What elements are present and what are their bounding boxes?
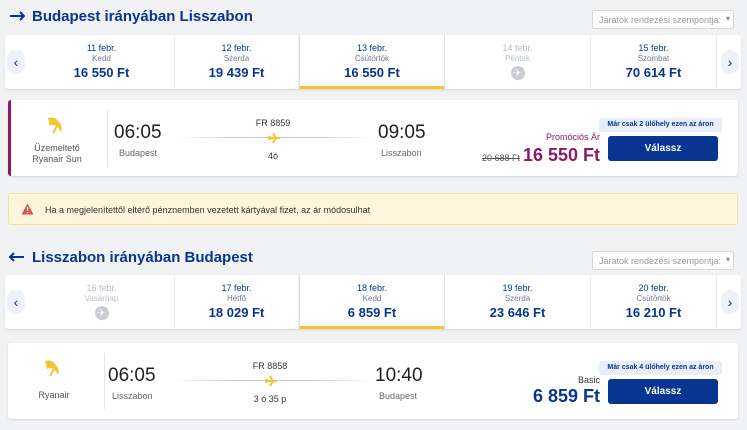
flight-number: FR 8859 [255,118,291,128]
outbound-header: Budapest irányában Lisszabon Járatok ren… [0,2,747,32]
inbound-header: Lisszabon irányában Budapest Járatok ren… [0,243,747,273]
chevron-right-icon[interactable]: › [721,50,739,74]
select-flight-button[interactable]: Válassz [608,379,718,404]
departure-city: Lisszabon [112,391,153,401]
ryanair-harp-logo [48,117,62,134]
date-label: 19 febr. [502,283,533,293]
day-label: Kedd [362,294,382,303]
operator-name: Ryanair Sun [32,154,82,164]
outbound-sort-select[interactable]: Járatok rendezési szempontja: ▾ [592,10,734,29]
date-price: 16 550 Ft [344,65,400,80]
outbound-date-4[interactable]: 15 febr. Szombat 70 614 Ft [591,35,717,89]
date-label: 13 febr. [356,43,388,53]
outbound-date-0[interactable]: 11 febr. Kedd 16 550 Ft [29,35,175,89]
arrival-time: 10:40 [375,365,423,386]
chevron-left-icon[interactable]: ‹ [7,290,25,314]
chevron-right-icon[interactable]: › [721,290,739,314]
sort-placeholder: Járatok rendezési szempontja: [599,15,722,25]
outbound-date-1[interactable]: 12 febr. Szerda 19 439 Ft [175,35,299,89]
plane-icon [265,375,277,387]
plane-icon [9,252,24,262]
arrival-time: 09:05 [378,122,426,143]
flight-duration: 4ó [267,151,278,161]
departure-city: Budapest [119,148,158,158]
date-label: 15 febr. [638,43,669,53]
plane-icon [268,132,280,144]
outbound-flight-card[interactable]: Üzemeltető Ryanair Sun 06:05 Budapest FR… [8,100,738,176]
date-label: 11 febr. [86,43,117,53]
plane-icon [10,11,25,21]
date-price: 19 439 Ft [208,65,265,80]
sort-placeholder: Járatok rendezési szempontja: [599,256,722,266]
date-price: 16 210 Ft [625,305,682,320]
inbound-flight-card[interactable]: Ryanair 06:05 Lisszabon FR 8858 3 ó 35 p… [8,343,738,419]
seats-left-badge: Már csak 2 ülőhely ezen az áron [599,118,722,132]
date-label: 14 febr. [502,43,533,53]
chevron-down-icon: ▾ [725,255,730,264]
inbound-date-4[interactable]: 20 febr. Csütörtök 16 210 Ft [591,275,717,329]
date-price: 70 614 Ft [625,65,682,80]
date-price: 16 550 Ft [73,65,130,80]
arrival-city: Lisszabon [381,148,422,158]
date-price: 23 646 Ft [489,305,546,320]
notice-text: Ha a megjelenítettől eltérő pénznemben v… [45,205,371,215]
date-label: 16 febr. [86,283,117,293]
inbound-date-3[interactable]: 19 febr. Szerda 23 646 Ft [445,275,591,329]
inbound-title: Lisszabon irányában Budapest [32,249,253,266]
departure-time: 06:05 [108,365,156,386]
select-flight-button[interactable]: Válassz [608,136,718,161]
chevron-left-icon[interactable]: ‹ [7,50,25,74]
day-label: Szerda [223,54,250,63]
inbound-date-2[interactable]: 18 febr. Kedd 6 859 Ft [299,275,445,329]
day-label: Hétfő [226,294,247,303]
flight-duration: 3 ó 35 p [253,394,287,404]
date-label: 12 febr. [221,43,252,53]
outbound-date-3: 14 febr. Péntek ✈ [445,35,591,89]
inbound-date-1[interactable]: 17 febr. Hétfő 18 029 Ft [175,275,299,329]
divider [107,110,108,166]
ryanair-harp-logo [45,360,59,377]
day-label: Csütörtök [354,54,390,63]
outbound-date-2[interactable]: 13 febr. Csütörtök 16 550 Ft [299,35,445,89]
warning-icon [21,203,34,215]
divider [104,353,105,409]
date-price: 18 029 Ft [208,305,265,320]
day-label: Vasárnap [84,294,119,303]
inbound-date-0: 16 febr. Vasárnap ✈ [29,275,175,329]
fare-type-label: Basic [577,375,600,385]
chevron-down-icon: ▾ [725,14,730,23]
day-label: Szombat [637,54,670,63]
day-label: Csütörtök [636,294,671,303]
date-label: 18 febr. [356,283,388,293]
date-price: 6 859 Ft [347,305,397,320]
inbound-date-strip: ‹ 16 febr. Vasárnap ✈ 17 febr. Hétfő 18 … [5,275,741,329]
date-label: 20 febr. [638,283,669,293]
arrival-city: Budapest [379,391,418,401]
no-flight-icon: ✈ [510,66,525,80]
day-label: Szerda [504,294,531,303]
outbound-title: Budapest irányában Lisszabon [32,8,253,25]
no-flight-icon: ✈ [94,306,109,320]
fare-type-label: Promóciós Ár [545,132,600,142]
original-price: 20 688 Ft [481,153,520,163]
flight-price: 16 550 Ft [522,145,600,165]
inbound-sort-select[interactable]: Járatok rendezési szempontja: ▾ [592,251,734,270]
departure-time: 06:05 [114,122,162,143]
operator-label: Üzemeltető [34,143,80,153]
outbound-date-strip: ‹ 11 febr. Kedd 16 550 Ft 12 febr. Szerd… [5,35,741,89]
seats-left-badge: Már csak 4 ülőhely ezen az áron [599,361,722,375]
date-label: 17 febr. [221,283,252,293]
operator-name: Ryanair [38,390,70,400]
currency-notice: Ha a megjelenítettől eltérő pénznemben v… [8,193,738,225]
day-label: Péntek [505,54,530,63]
day-label: Kedd [92,54,111,63]
flight-price: 6 859 Ft [532,386,600,406]
flight-number: FR 8858 [252,361,288,371]
